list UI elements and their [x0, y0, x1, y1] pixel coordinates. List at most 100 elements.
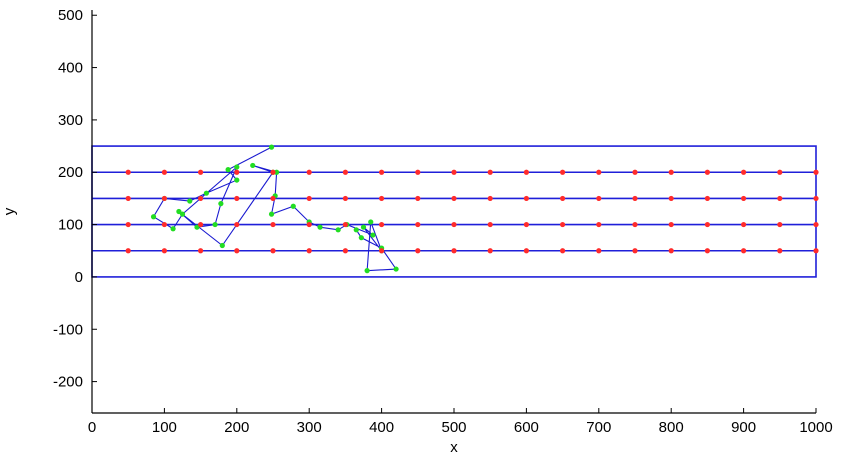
- grid-point: [777, 221, 783, 228]
- grid-point: [415, 195, 421, 202]
- grid-point: [379, 248, 385, 254]
- grid-point: [306, 221, 312, 228]
- grid-point: [306, 195, 312, 202]
- grid-point: [451, 195, 457, 202]
- x-tick-label: 300: [297, 419, 322, 436]
- grid-point: [487, 169, 493, 175]
- grid-point: [487, 221, 493, 228]
- grid-point: [198, 169, 204, 175]
- grid-point: [632, 248, 638, 254]
- grid-point: [741, 221, 747, 228]
- y-tick-label: 0: [75, 269, 83, 286]
- grid-point: [632, 221, 638, 228]
- path-point: [225, 167, 231, 173]
- grid-point: [342, 195, 348, 202]
- path-point: [370, 232, 376, 238]
- grid-point: [813, 169, 819, 175]
- grid-point: [270, 169, 276, 175]
- grid-point: [161, 169, 167, 175]
- path-layer: [150, 144, 399, 274]
- grid-point: [234, 195, 240, 202]
- grid-point: [342, 169, 348, 175]
- grid-point: [161, 221, 167, 228]
- grid-point: [379, 169, 385, 175]
- grid-point: [198, 195, 204, 202]
- grid-point: [234, 169, 240, 175]
- y-axis-label: y: [1, 207, 18, 215]
- x-tick-label: 700: [586, 419, 611, 436]
- grid-point: [379, 221, 385, 228]
- y-tick-label: -100: [53, 321, 83, 338]
- grid-point: [704, 169, 711, 175]
- grid-point: [451, 248, 457, 254]
- grid-point: [777, 195, 783, 202]
- grid-point: [342, 221, 348, 228]
- x-axis-label: x: [450, 439, 458, 455]
- grid-point: [704, 248, 711, 254]
- x-tick-label: 600: [514, 419, 539, 436]
- path-point: [360, 224, 367, 230]
- grid-point: [415, 221, 421, 228]
- grid-point: [741, 195, 747, 202]
- grid-point: [777, 248, 783, 254]
- path-point: [212, 221, 218, 228]
- grid-point: [415, 169, 421, 175]
- grid-point: [487, 248, 493, 254]
- path-point: [176, 208, 182, 215]
- grid-point: [704, 195, 711, 202]
- y-tick-label: 500: [58, 7, 83, 24]
- x-tick-label: 400: [369, 419, 394, 436]
- x-tick-label: 200: [224, 419, 249, 436]
- x-tick-label: 1000: [799, 419, 832, 436]
- y-tick-label: -200: [53, 374, 83, 391]
- grid-point: [270, 195, 276, 202]
- y-tick-label: 300: [58, 112, 83, 129]
- path-point: [179, 211, 186, 217]
- grid-point: [741, 248, 747, 254]
- grid-point: [415, 248, 421, 254]
- path-point: [268, 144, 275, 150]
- grid-point: [560, 248, 566, 254]
- grid-point: [161, 248, 167, 254]
- grid-point: [596, 169, 602, 175]
- path-point: [218, 201, 224, 207]
- x-tick-label: 900: [731, 419, 756, 436]
- grid-point: [451, 221, 457, 228]
- grid-point: [270, 221, 276, 228]
- path-point: [268, 211, 275, 217]
- y-tick-label: 100: [58, 217, 83, 234]
- path-point: [250, 162, 256, 169]
- grid-point: [451, 169, 457, 175]
- grid-point: [560, 169, 566, 175]
- grid-point: [632, 195, 638, 202]
- grid-point: [306, 169, 312, 175]
- grid-point: [668, 221, 674, 228]
- path-point: [290, 203, 296, 209]
- y-tick-label: 400: [58, 60, 83, 77]
- path-point: [358, 235, 364, 241]
- path-point: [364, 268, 370, 274]
- grid-point: [813, 221, 819, 228]
- grid-point: [234, 248, 240, 254]
- grid-point: [379, 195, 385, 202]
- grid-point: [125, 221, 131, 228]
- grid-point: [125, 195, 131, 202]
- grid-point: [198, 221, 204, 228]
- path-line: [152, 146, 398, 272]
- boundary-rectangle: [91, 145, 817, 278]
- grid-point: [560, 221, 566, 228]
- path-point: [194, 224, 200, 230]
- grid-point: [198, 248, 204, 254]
- grid-point: [270, 248, 276, 254]
- grid-point: [161, 195, 167, 202]
- grid-point: [523, 248, 530, 254]
- grid-point: [632, 169, 638, 175]
- grid-point: [777, 169, 783, 175]
- y-tick-label: 200: [58, 164, 83, 181]
- grid-point: [523, 169, 530, 175]
- path-point: [187, 198, 193, 204]
- grid-point: [234, 221, 240, 228]
- points-layer: [125, 169, 819, 254]
- path-point: [335, 227, 341, 233]
